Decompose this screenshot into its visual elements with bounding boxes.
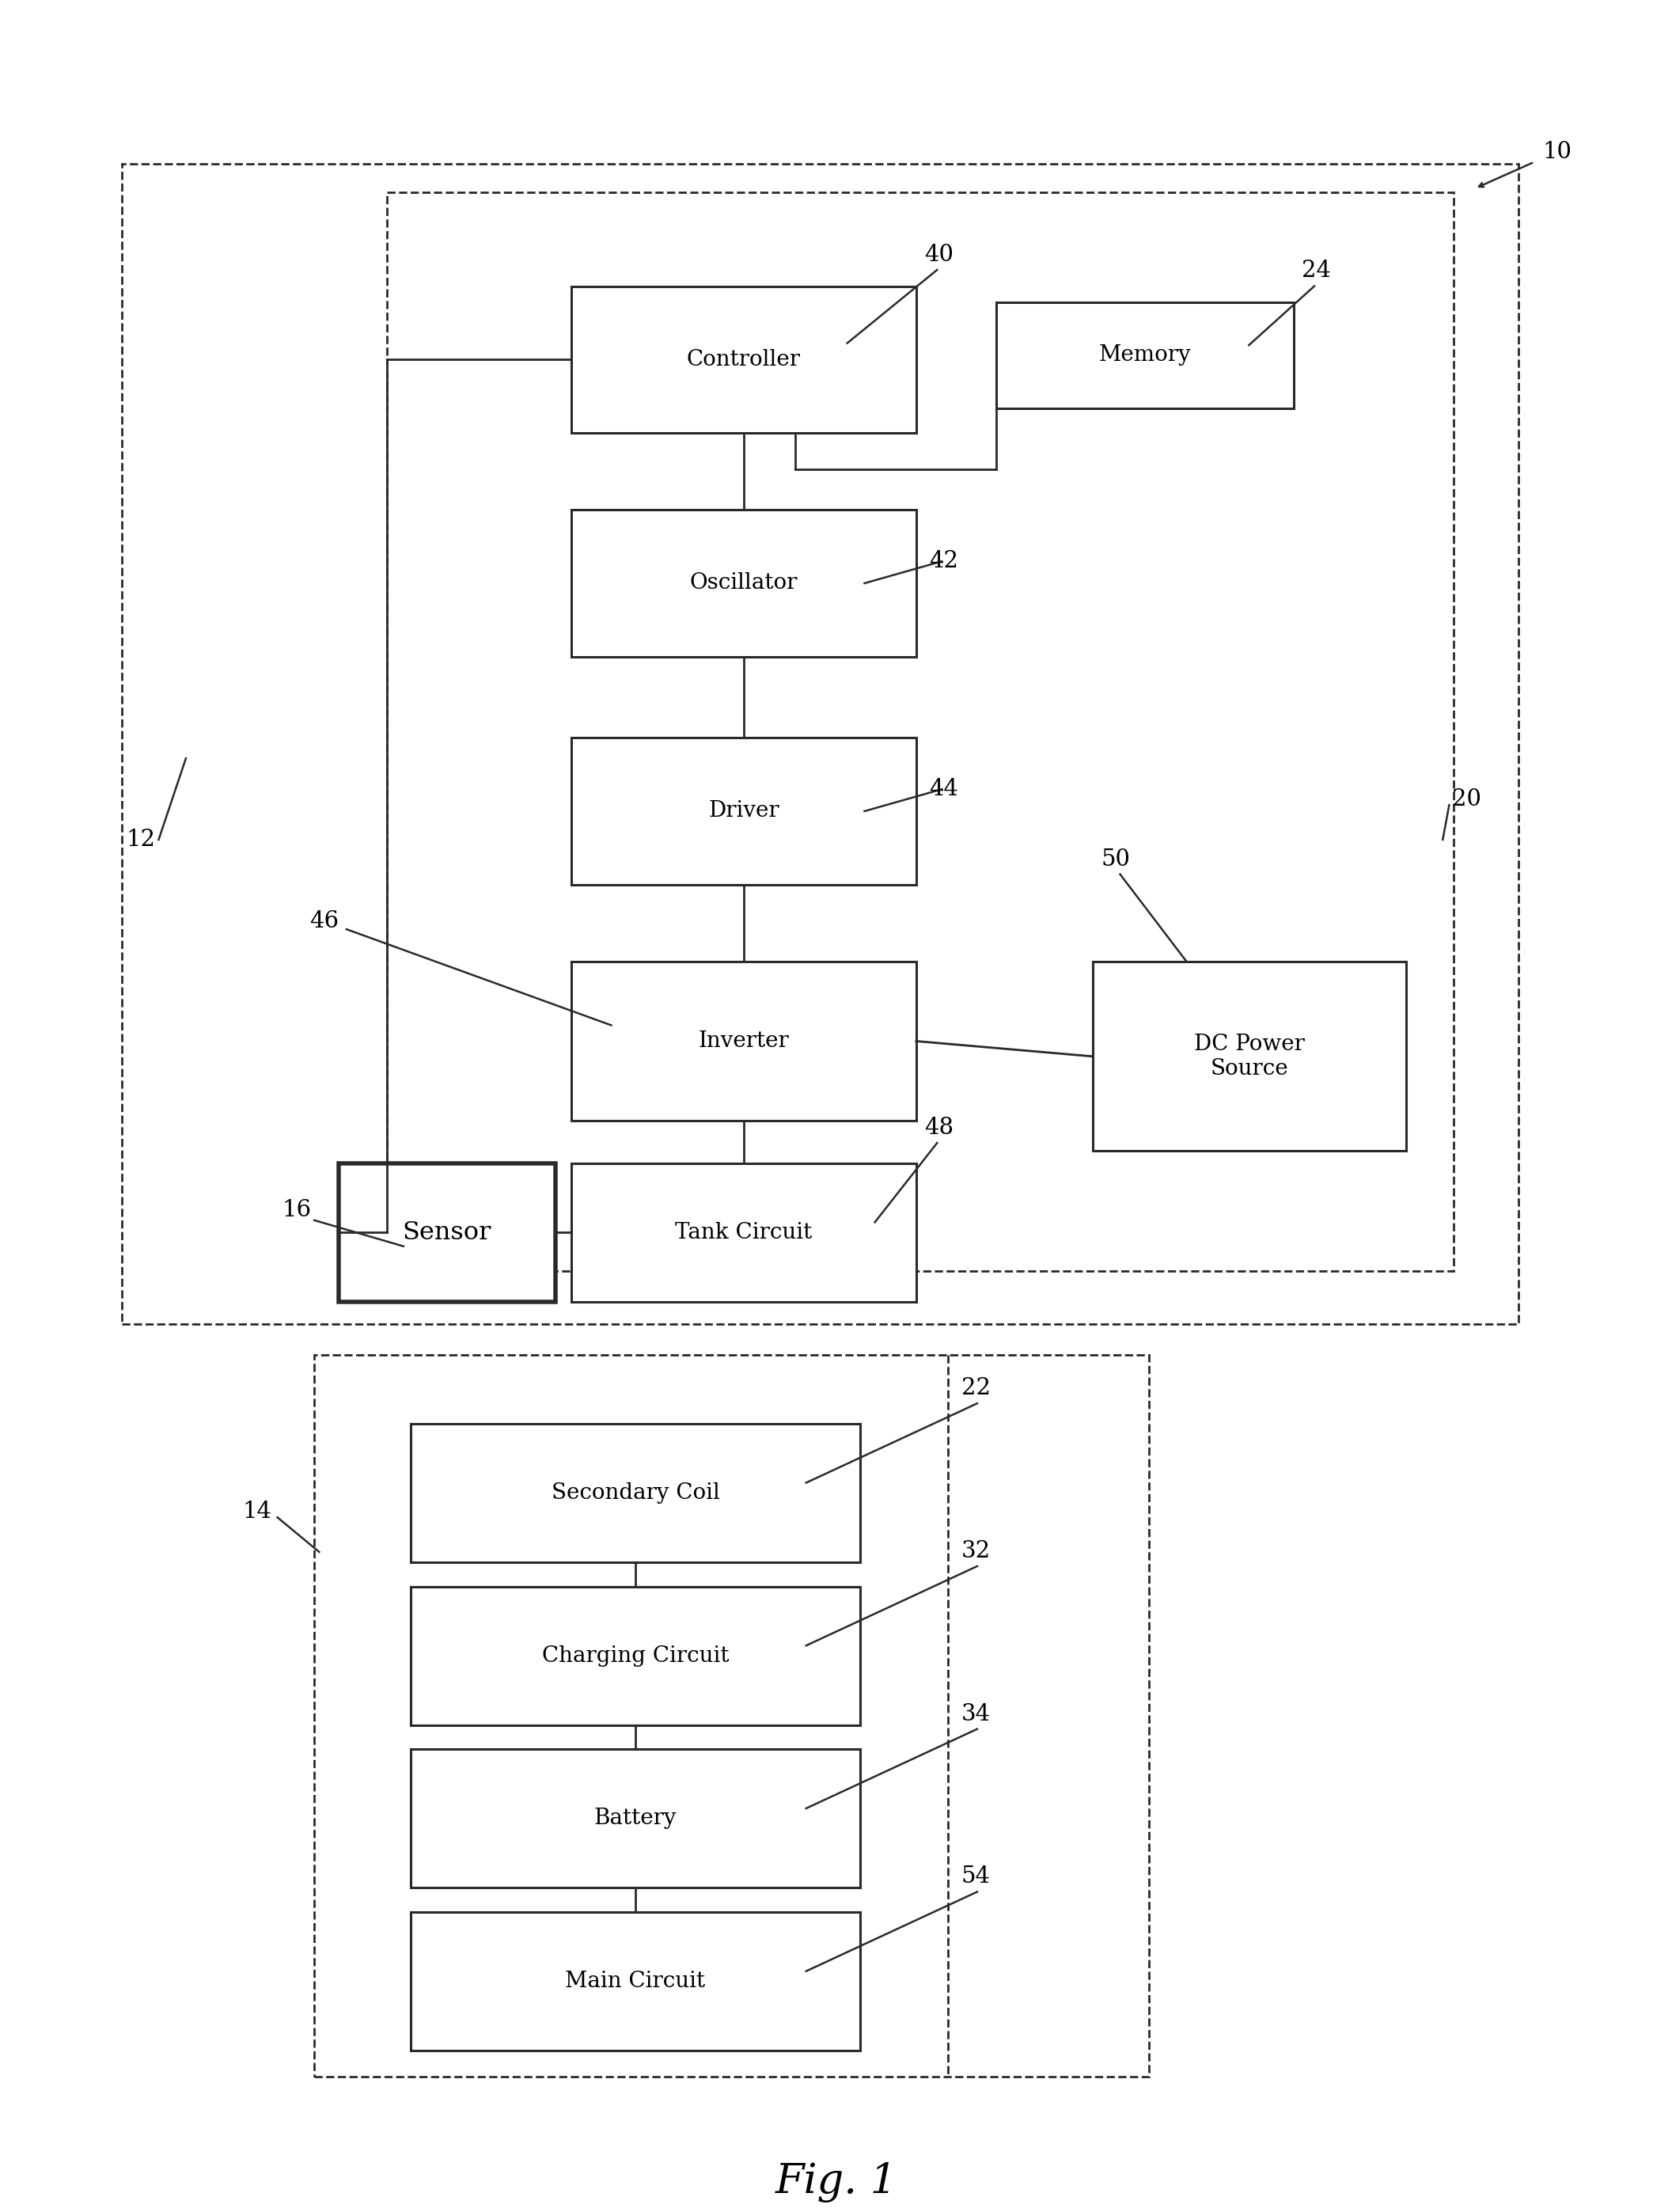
Text: 12: 12 [127,830,155,852]
Text: Sensor: Sensor [403,1221,492,1245]
Text: 32: 32 [961,1540,990,1562]
Bar [572,511,916,657]
Bar [314,1354,1149,2077]
Bar [572,962,916,1121]
Text: 40: 40 [925,243,953,265]
Bar [411,1586,859,1725]
Text: Controller: Controller [687,349,801,369]
Text: Battery: Battery [594,1807,677,1829]
Bar [411,1911,859,2051]
Text: DC Power
Source: DC Power Source [1194,1033,1304,1079]
Text: 48: 48 [925,1117,953,1139]
Text: Charging Circuit: Charging Circuit [542,1646,729,1666]
Text: 42: 42 [930,551,958,573]
Text: Inverter: Inverter [699,1031,789,1053]
Bar [572,739,916,885]
Text: Driver: Driver [709,801,779,823]
Bar [386,192,1455,1272]
Bar [411,1750,859,1887]
Text: 50: 50 [1100,847,1130,869]
Text: 14: 14 [242,1500,271,1522]
Bar [411,1425,859,1562]
Text: Fig. 1: Fig. 1 [774,2163,898,2203]
Bar [572,1164,916,1301]
Bar [1093,962,1406,1150]
Bar [572,285,916,434]
Text: Tank Circuit: Tank Circuit [675,1221,813,1243]
Text: 16: 16 [283,1199,311,1221]
Bar [122,164,1518,1325]
Bar [338,1164,555,1301]
Text: 34: 34 [961,1703,990,1725]
Text: Main Circuit: Main Circuit [565,1971,706,1993]
Text: 10: 10 [1542,142,1572,164]
Text: Memory: Memory [1099,345,1190,365]
Text: 22: 22 [961,1378,990,1400]
Bar [997,303,1294,409]
Text: 24: 24 [1301,261,1331,283]
Text: 20: 20 [1453,787,1481,810]
Text: 46: 46 [309,909,339,931]
Text: Oscillator: Oscillator [691,573,798,595]
Text: Secondary Coil: Secondary Coil [552,1482,719,1504]
Text: 54: 54 [961,1865,990,1887]
Text: 44: 44 [930,779,958,801]
